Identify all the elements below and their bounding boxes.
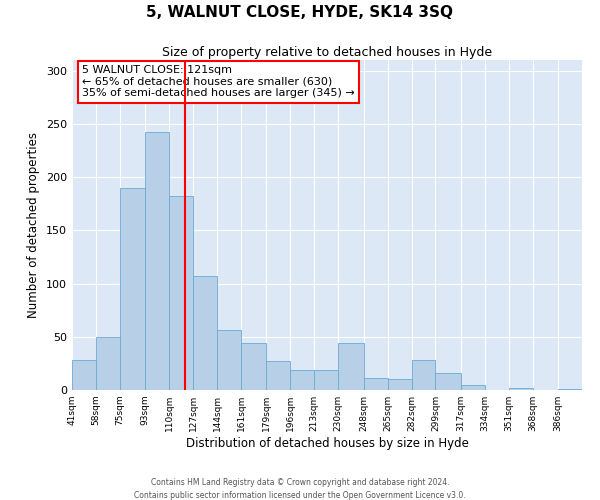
Bar	[509, 388, 533, 390]
Bar	[314, 370, 338, 390]
X-axis label: Distribution of detached houses by size in Hyde: Distribution of detached houses by size …	[185, 437, 469, 450]
Bar	[436, 373, 461, 390]
Bar	[461, 384, 485, 390]
Text: Contains HM Land Registry data © Crown copyright and database right 2024.
Contai: Contains HM Land Registry data © Crown c…	[134, 478, 466, 500]
Y-axis label: Number of detached properties: Number of detached properties	[28, 132, 40, 318]
Bar	[266, 362, 290, 390]
Bar	[241, 343, 266, 390]
Bar	[72, 360, 96, 390]
Text: 5, WALNUT CLOSE, HYDE, SK14 3SQ: 5, WALNUT CLOSE, HYDE, SK14 3SQ	[146, 5, 454, 20]
Bar	[290, 370, 314, 390]
Bar	[412, 360, 436, 390]
Bar	[217, 330, 241, 390]
Bar	[96, 337, 120, 390]
Bar	[145, 132, 169, 390]
Title: Size of property relative to detached houses in Hyde: Size of property relative to detached ho…	[162, 46, 492, 59]
Text: 5 WALNUT CLOSE: 121sqm
← 65% of detached houses are smaller (630)
35% of semi-de: 5 WALNUT CLOSE: 121sqm ← 65% of detached…	[82, 65, 355, 98]
Bar	[388, 380, 412, 390]
Bar	[364, 378, 388, 390]
Bar	[120, 188, 145, 390]
Bar	[193, 276, 217, 390]
Bar	[169, 196, 193, 390]
Bar	[338, 343, 364, 390]
Bar	[558, 389, 582, 390]
